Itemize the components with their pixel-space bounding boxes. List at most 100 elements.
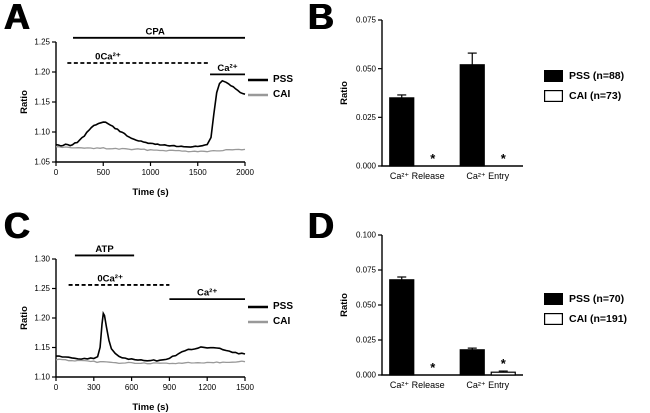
legend-label-cai: CAI [273,316,291,327]
svg-text:0.050: 0.050 [356,64,377,73]
svg-text:*: * [501,151,507,166]
pss-line-swatch [248,305,268,308]
svg-text:1500: 1500 [189,168,207,177]
bar [459,349,485,376]
legend-entry-cai: CAI [248,316,293,327]
svg-text:1500: 1500 [236,383,254,392]
panel-c-letter: C [4,205,30,246]
pss-line-swatch [248,78,268,81]
bar [389,279,415,376]
svg-text:Ca²⁺: Ca²⁺ [217,63,237,74]
svg-text:1.30: 1.30 [34,255,50,264]
svg-text:0.075: 0.075 [356,16,377,25]
panel-b: B 0.000 0.025 0.050 0.075 Ratio Ca²⁺ Release *… [300,0,650,200]
bar [389,97,415,167]
svg-text:1.05: 1.05 [34,158,50,167]
trace-pss [55,310,246,362]
panel-d-legend: PSS (n=70) CAI (n=191) [544,293,627,325]
svg-text:1.20: 1.20 [34,68,50,77]
panel-b-legend: PSS (n=88) CAI (n=73) [544,70,624,102]
panel-d-bar-chart: 0.000 0.025 0.050 0.075 0.100 Ratio Ca²⁺ Relea… [339,231,523,390]
svg-text:Ca²⁺ Entry: Ca²⁺ Entry [466,380,509,390]
panel-a: A 1.05 1.10 1.15 1.20 1.25 Ratio 0 500 1000 1500 2… [0,0,300,200]
svg-text:0.075: 0.075 [356,266,377,275]
legend-entry-pss: PSS [248,301,293,312]
svg-text:CPA: CPA [146,26,165,37]
trace-pss [55,79,246,148]
svg-text:2000: 2000 [236,168,254,177]
svg-text:0.025: 0.025 [356,336,377,345]
svg-text:Ca²⁺ Release: Ca²⁺ Release [390,171,445,181]
trace-cai [55,358,246,365]
svg-text:1.10: 1.10 [34,128,50,137]
svg-text:1.25: 1.25 [34,284,50,293]
svg-text:0.100: 0.100 [356,231,377,240]
svg-text:1.15: 1.15 [34,98,50,107]
svg-text:0.000: 0.000 [356,162,377,171]
svg-text:Ratio: Ratio [339,81,350,105]
legend-label-pss: PSS [273,74,294,85]
svg-text:1.25: 1.25 [34,38,50,47]
cai-line-swatch [248,320,268,323]
legend-entry-cai: CAI (n=73) [544,90,624,102]
svg-text:1.20: 1.20 [34,314,50,323]
svg-text:Time (s): Time (s) [132,402,168,413]
svg-text:*: * [430,360,436,375]
cai-swatch [544,90,563,102]
pss-swatch [544,70,563,82]
bar [490,371,516,376]
panel-b-bar-chart: 0.000 0.025 0.050 0.075 Ratio Ca²⁺ Release * Ca… [339,16,523,181]
legend-label-cai: CAI (n=191) [569,313,628,325]
svg-text:0: 0 [54,383,59,392]
panel-c-line-chart: 1.10 1.15 1.20 1.25 1.30 Ratio 0 300 600 900 1200 1… [19,244,254,413]
legend-label-cai: CAI (n=73) [569,90,622,102]
trace-cai [55,146,246,153]
svg-text:*: * [501,356,507,371]
svg-text:300: 300 [87,383,101,392]
svg-text:500: 500 [97,168,111,177]
svg-text:ATP: ATP [95,244,114,255]
panel-a-letter: A [4,0,30,37]
panel-b-letter: B [308,0,334,37]
legend-label-pss: PSS [273,301,294,312]
svg-text:Ca²⁺ Entry: Ca²⁺ Entry [466,171,509,181]
cai-line-swatch [248,93,268,96]
svg-text:1000: 1000 [142,168,160,177]
panel-c-legend: PSS CAI [248,301,293,327]
svg-text:0Ca²⁺: 0Ca²⁺ [97,273,123,284]
legend-label-cai: CAI [273,89,291,100]
legend-entry-cai: CAI (n=191) [544,313,627,325]
bar [459,64,485,167]
svg-text:Ratio: Ratio [19,306,30,330]
legend-entry-pss: PSS (n=70) [544,293,627,305]
svg-text:0.000: 0.000 [356,371,377,380]
legend-entry-pss: PSS [248,74,293,85]
svg-text:Ca²⁺ Release: Ca²⁺ Release [390,380,445,390]
svg-text:0: 0 [54,168,59,177]
legend-label-pss: PSS (n=88) [569,70,625,82]
panel-a-line-chart: 1.05 1.10 1.15 1.20 1.25 Ratio 0 500 1000 1500 200… [19,26,254,198]
panel-a-legend: PSS CAI [248,74,293,100]
legend-label-pss: PSS (n=70) [569,293,625,305]
svg-text:900: 900 [163,383,177,392]
svg-text:1.15: 1.15 [34,343,50,352]
panel-d-letter: D [308,205,334,246]
panel-c: C 1.10 1.15 1.20 1.25 1.30 Ratio 0 300 600 900 120… [0,205,300,413]
svg-text:Time (s): Time (s) [132,187,168,198]
cai-swatch [544,313,563,325]
svg-text:Ratio: Ratio [339,293,350,317]
svg-text:1.10: 1.10 [34,373,50,382]
svg-text:1200: 1200 [198,383,216,392]
panel-d: D 0.000 0.025 0.050 0.075 0.100 Ratio Ca²⁺ Rel… [300,205,650,413]
pss-swatch [544,293,563,305]
svg-text:0Ca²⁺: 0Ca²⁺ [95,52,121,63]
svg-text:600: 600 [125,383,139,392]
svg-text:Ratio: Ratio [19,90,30,114]
svg-text:*: * [430,151,436,166]
svg-text:0.025: 0.025 [356,113,377,122]
legend-entry-cai: CAI [248,89,293,100]
legend-entry-pss: PSS (n=88) [544,70,624,82]
svg-text:Ca²⁺: Ca²⁺ [197,288,217,299]
svg-text:0.050: 0.050 [356,301,377,310]
